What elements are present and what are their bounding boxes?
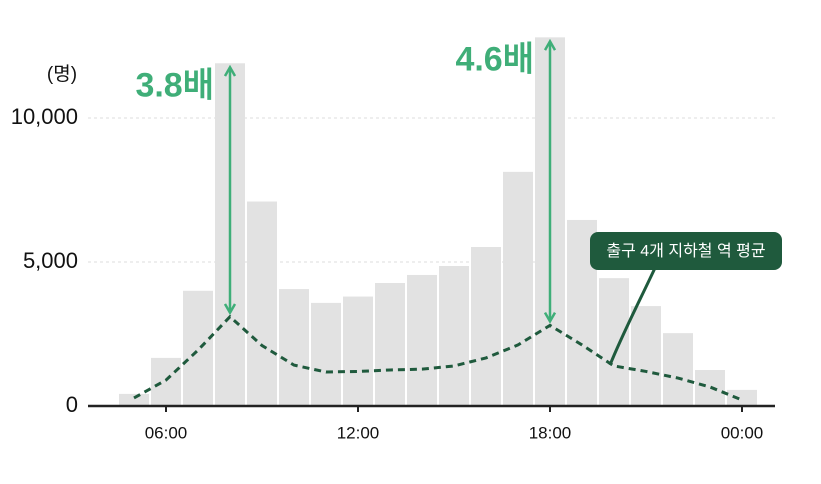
bar (663, 333, 693, 406)
bar (727, 389, 757, 406)
y-tick-label: 5,000 (23, 248, 78, 273)
ratio-label: 3.8배 (135, 66, 214, 104)
bar (599, 278, 629, 406)
bar (311, 302, 341, 406)
bar (695, 370, 725, 406)
bar (503, 171, 533, 406)
x-tick-label: 12:00 (337, 423, 380, 442)
bar (471, 247, 501, 406)
bar (151, 357, 181, 406)
bar (439, 266, 469, 406)
ratio-label: 4.6배 (455, 40, 534, 78)
bar (279, 289, 309, 406)
bar (343, 296, 373, 406)
bar (247, 201, 277, 406)
callout-box (590, 232, 782, 270)
callout-pointer (608, 267, 657, 366)
unit-label: (명) (47, 63, 77, 85)
bar (119, 393, 149, 406)
x-tick-label: 00:00 (721, 423, 764, 442)
x-tick-label: 18:00 (529, 423, 572, 442)
average-line (133, 314, 743, 402)
bar (631, 306, 661, 406)
bar (407, 274, 437, 406)
y-tick-label: 10,000 (11, 104, 78, 129)
y-tick-label: 0 (66, 392, 78, 417)
bar (183, 290, 213, 406)
callout-label: 출구 4개 지하철 역 평균 (606, 242, 765, 260)
x-tick-label: 06:00 (145, 423, 188, 442)
bar (375, 283, 405, 406)
